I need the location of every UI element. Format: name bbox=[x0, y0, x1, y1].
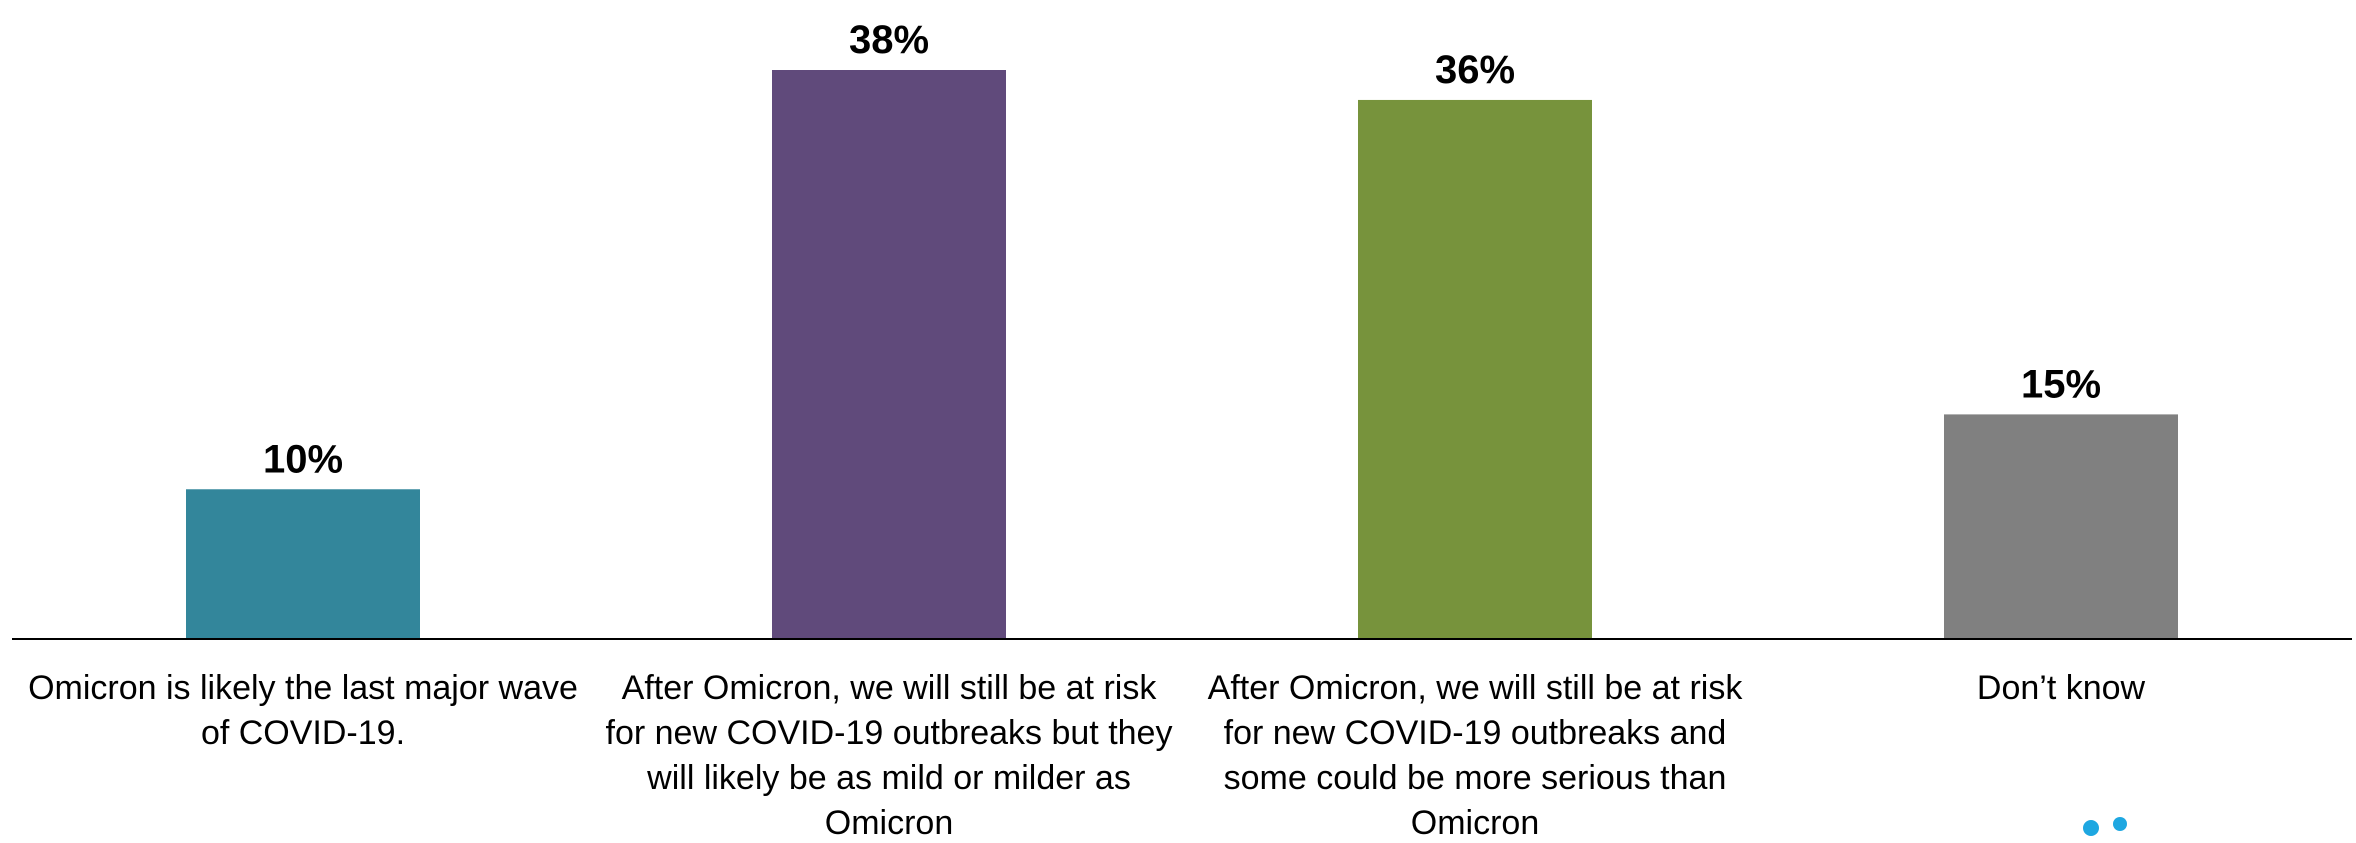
category-label-line: for new COVID-19 outbreaks and bbox=[1224, 714, 1727, 752]
value-label-4: 15% bbox=[2021, 362, 2101, 406]
decorative-dot bbox=[2083, 820, 2099, 836]
decorative-dot bbox=[2113, 817, 2127, 831]
value-labels-layer: 10% 38% 36% 15% bbox=[263, 18, 2101, 481]
category-label-line: some could be more serious than bbox=[1224, 759, 1727, 797]
category-label-line: of COVID-19. bbox=[201, 714, 405, 752]
value-label-1: 10% bbox=[263, 437, 343, 481]
bar-3 bbox=[1358, 99, 1592, 639]
category-label-line: After Omicron, we will still be at risk bbox=[1208, 669, 1744, 707]
category-labels-layer: Omicron is likely the last major wave of … bbox=[28, 669, 2146, 842]
bar-1 bbox=[186, 489, 420, 639]
value-label-2: 38% bbox=[849, 18, 929, 62]
category-label-line: Don’t know bbox=[1977, 669, 2146, 707]
bars-layer bbox=[186, 70, 2178, 639]
category-label-2: After Omicron, we will still be at risk f… bbox=[606, 669, 1173, 838]
category-label-line: for new COVID-19 outbreaks but they bbox=[606, 714, 1173, 752]
category-label-line: After Omicron, we will still be at risk bbox=[622, 669, 1158, 707]
category-label-4: Don’t know bbox=[1977, 669, 2146, 707]
bar-2 bbox=[772, 70, 1006, 639]
category-label-3: After Omicron, we will still be at risk f… bbox=[1208, 669, 1744, 838]
decor-layer bbox=[2083, 817, 2127, 836]
category-label-line: Omicron bbox=[825, 804, 953, 838]
bar-4 bbox=[1944, 414, 2178, 639]
value-label-3: 36% bbox=[1435, 48, 1515, 92]
category-label-line: will likely be as mild or milder as bbox=[646, 759, 1131, 797]
category-label-line: Omicron bbox=[1411, 804, 1539, 838]
category-label-line: Omicron is likely the last major wave bbox=[28, 669, 578, 707]
category-label-1: Omicron is likely the last major wave of … bbox=[28, 669, 578, 752]
